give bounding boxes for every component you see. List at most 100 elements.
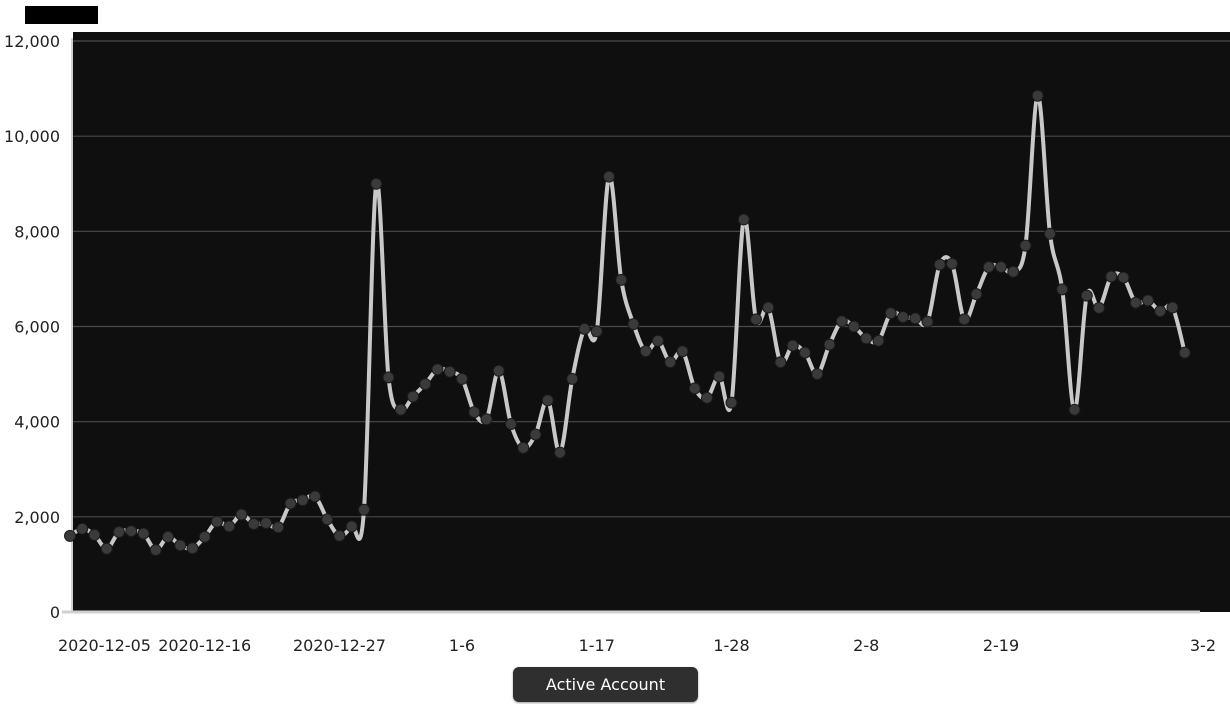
data-point bbox=[664, 356, 677, 369]
data-point bbox=[260, 517, 272, 530]
data-point bbox=[554, 446, 566, 459]
data-point bbox=[1007, 265, 1020, 278]
x-tick-label: 2020-12-27 bbox=[293, 636, 386, 655]
data-point bbox=[652, 334, 664, 347]
data-point bbox=[1105, 270, 1118, 283]
data-point bbox=[811, 368, 824, 381]
data-point bbox=[1093, 301, 1105, 314]
data-point bbox=[884, 307, 897, 320]
data-point bbox=[88, 528, 101, 541]
data-point bbox=[762, 301, 775, 314]
data-point bbox=[162, 530, 174, 543]
data-point bbox=[1178, 346, 1191, 359]
data-point bbox=[823, 338, 836, 351]
data-point bbox=[848, 320, 860, 333]
data-point bbox=[1031, 89, 1044, 102]
data-point bbox=[272, 521, 285, 534]
x-tick-label: 2-19 bbox=[983, 636, 1019, 655]
data-point bbox=[1166, 301, 1179, 314]
y-tick-label: 8,000 bbox=[14, 222, 60, 241]
data-point bbox=[774, 356, 787, 369]
data-point bbox=[750, 313, 762, 326]
data-point bbox=[64, 529, 76, 542]
data-point bbox=[909, 312, 922, 325]
data-point bbox=[505, 418, 517, 431]
data-point bbox=[125, 525, 138, 538]
x-tick-label: 2020-12-05 bbox=[58, 636, 151, 655]
data-point bbox=[1044, 227, 1056, 240]
data-point bbox=[198, 530, 211, 543]
data-point bbox=[958, 313, 971, 326]
data-point bbox=[676, 345, 689, 358]
data-point bbox=[345, 520, 358, 533]
data-point bbox=[284, 497, 297, 510]
data-point bbox=[1117, 271, 1130, 284]
data-point bbox=[627, 318, 640, 331]
legend-item-active-account[interactable]: Active Account bbox=[513, 667, 698, 702]
x-tick-label: 2020-12-16 bbox=[158, 636, 251, 655]
data-point bbox=[394, 403, 407, 416]
data-point bbox=[223, 520, 236, 533]
data-point bbox=[566, 372, 579, 385]
x-tick-label: 2-8 bbox=[853, 636, 879, 655]
data-point bbox=[235, 508, 248, 521]
data-point bbox=[370, 177, 383, 190]
y-tick-label: 6,000 bbox=[14, 318, 60, 337]
data-point bbox=[590, 325, 603, 338]
data-point bbox=[1068, 403, 1081, 416]
y-tick-label: 10,000 bbox=[4, 127, 60, 146]
data-point bbox=[137, 527, 150, 540]
data-point bbox=[382, 371, 395, 384]
y-tick-label: 2,000 bbox=[14, 508, 60, 527]
data-point bbox=[737, 213, 750, 226]
data-point bbox=[541, 394, 554, 407]
data-point bbox=[860, 332, 873, 345]
y-tick-label: 0 bbox=[50, 603, 60, 622]
data-point bbox=[725, 396, 738, 409]
data-point bbox=[186, 542, 199, 555]
data-point bbox=[419, 378, 432, 391]
x-tick-label: 1-6 bbox=[449, 636, 475, 655]
data-point bbox=[1129, 296, 1142, 309]
data-point bbox=[407, 390, 419, 403]
data-point bbox=[970, 288, 983, 301]
data-point bbox=[713, 370, 726, 383]
data-point bbox=[835, 315, 848, 328]
data-point bbox=[1080, 289, 1093, 302]
data-point bbox=[113, 526, 125, 539]
data-point bbox=[1019, 239, 1032, 252]
data-point bbox=[786, 339, 799, 352]
y-tick-label: 12,000 bbox=[4, 32, 60, 51]
data-point bbox=[688, 382, 701, 395]
data-point bbox=[529, 428, 542, 441]
data-point bbox=[603, 170, 615, 183]
data-point bbox=[897, 310, 909, 323]
redacted-title-block bbox=[25, 6, 98, 24]
plot-area bbox=[73, 32, 1230, 612]
data-point bbox=[321, 513, 334, 526]
data-point bbox=[1142, 294, 1154, 307]
data-point bbox=[211, 515, 223, 528]
data-point bbox=[578, 322, 591, 335]
data-point bbox=[995, 261, 1007, 274]
data-point bbox=[174, 539, 187, 552]
data-point bbox=[517, 441, 530, 454]
data-point bbox=[1154, 305, 1167, 318]
x-tick-label: 1-28 bbox=[713, 636, 749, 655]
data-point bbox=[921, 315, 934, 328]
data-point bbox=[100, 542, 113, 555]
data-point bbox=[468, 406, 481, 419]
x-tick-label: 1-17 bbox=[579, 636, 615, 655]
data-point bbox=[431, 363, 444, 376]
data-point bbox=[296, 494, 309, 507]
data-point bbox=[933, 258, 946, 271]
x-tick-label: 3-2 bbox=[1190, 636, 1216, 655]
data-point bbox=[1056, 283, 1069, 296]
data-point bbox=[615, 273, 628, 286]
data-point bbox=[149, 544, 162, 557]
data-point bbox=[247, 517, 260, 530]
data-point bbox=[492, 364, 505, 377]
data-point bbox=[443, 365, 456, 378]
